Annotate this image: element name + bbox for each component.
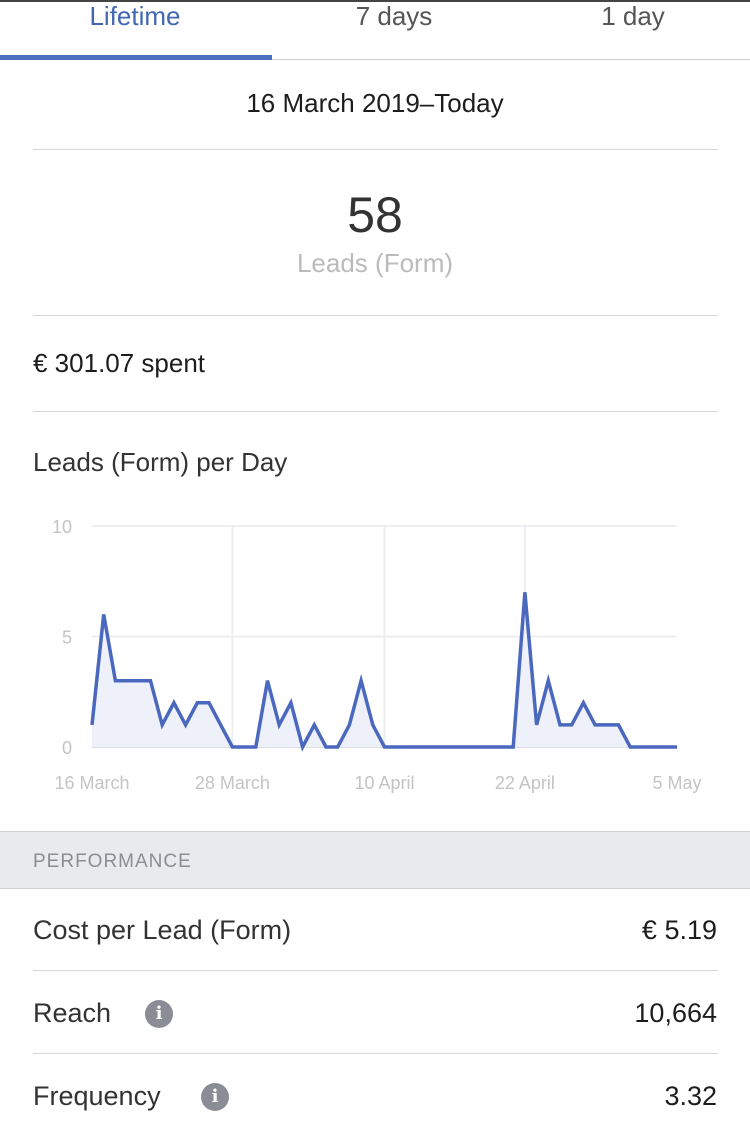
metric-value: 10,664 bbox=[634, 998, 717, 1029]
metric-row-frequency[interactable]: Frequency i 3.32 bbox=[0, 1055, 750, 1137]
performance-section-header: PERFORMANCE bbox=[0, 831, 750, 889]
x-tick-label: 10 April bbox=[354, 773, 414, 793]
metric-value: € 5.19 bbox=[642, 915, 717, 946]
tab-7-days[interactable]: 7 days bbox=[269, 0, 519, 32]
leads-count: 58 bbox=[0, 186, 750, 244]
amount-spent: € 301.07 spent bbox=[33, 348, 205, 379]
x-tick-label: 28 March bbox=[195, 773, 270, 793]
divider bbox=[33, 315, 718, 316]
y-tick-label: 10 bbox=[52, 517, 72, 537]
metric-value: 3.32 bbox=[664, 1081, 717, 1112]
info-icon[interactable]: i bbox=[201, 1083, 229, 1111]
x-tick-label: 16 March bbox=[54, 773, 129, 793]
metric-label: Frequency bbox=[33, 1081, 161, 1112]
metric-label: Cost per Lead (Form) bbox=[33, 915, 291, 946]
active-tab-indicator bbox=[0, 55, 272, 60]
y-tick-label: 5 bbox=[62, 628, 72, 648]
chart-title: Leads (Form) per Day bbox=[33, 447, 287, 478]
metric-label: Reach bbox=[33, 998, 111, 1029]
divider bbox=[33, 149, 718, 150]
x-tick-label: 5 May bbox=[652, 773, 701, 793]
metric-row-cost-per-lead[interactable]: Cost per Lead (Form) € 5.19 bbox=[0, 889, 750, 971]
leads-per-day-chart: 0 5 10 16 March 28 March 10 April 22 April 5 Ma… bbox=[0, 500, 750, 810]
section-title: PERFORMANCE bbox=[33, 851, 192, 873]
date-range: 16 March 2019–Today bbox=[0, 88, 750, 119]
divider bbox=[33, 411, 718, 412]
divider bbox=[33, 1053, 718, 1054]
tab-lifetime[interactable]: Lifetime bbox=[10, 0, 260, 32]
time-range-tabs: Lifetime 7 days 1 day bbox=[0, 0, 750, 60]
tab-1-day[interactable]: 1 day bbox=[508, 0, 750, 32]
x-tick-label: 22 April bbox=[495, 773, 555, 793]
metric-row-reach[interactable]: Reach i 10,664 bbox=[0, 972, 750, 1054]
y-tick-label: 0 bbox=[62, 738, 72, 758]
leads-label: Leads (Form) bbox=[0, 248, 750, 279]
info-icon[interactable]: i bbox=[145, 1000, 173, 1028]
divider bbox=[33, 970, 718, 971]
